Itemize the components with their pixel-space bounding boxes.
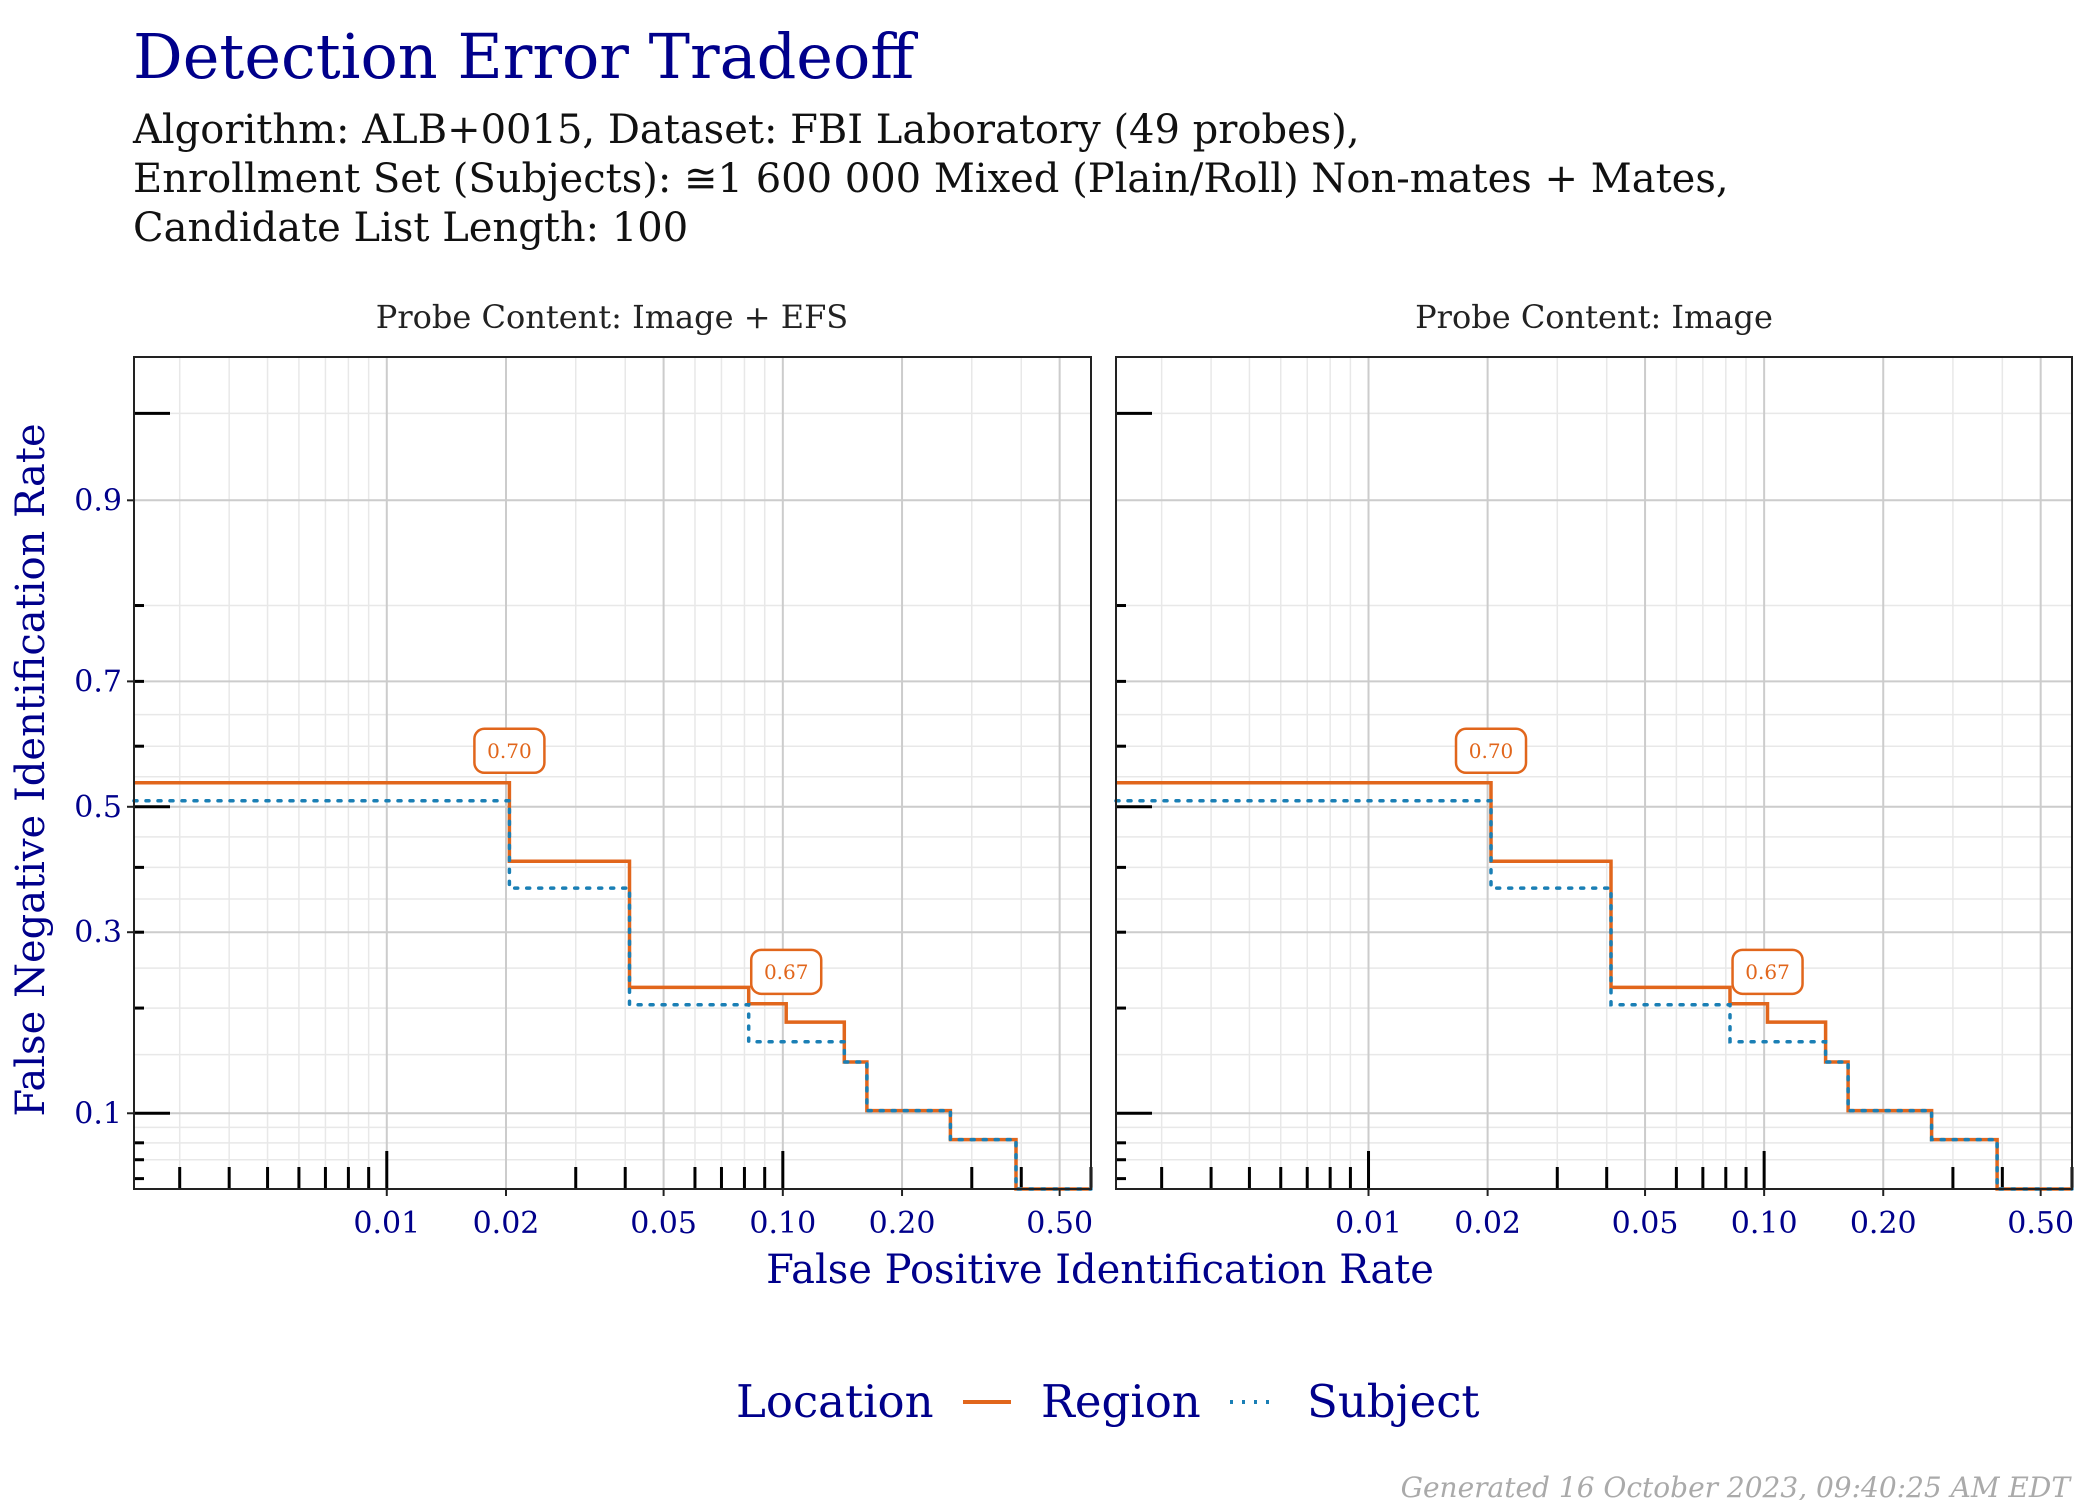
y-tick-label: 0.1 [74,1096,122,1131]
annotation-box [1454,727,1528,775]
subtitle-line-2: Enrollment Set (Subjects): ≅1 600 000 Mi… [133,156,1729,202]
legend-title: Location [736,1375,934,1428]
series-subject-line [132,799,1093,1191]
panel-image: Probe Content: Image 0.70 0.67 0.01 0.02 0.05… [1114,298,2074,1241]
x-tick-label: 0.50 [1026,1206,1093,1241]
annotation-box [749,948,823,996]
panel-image-efs: Probe Content: Image + EFS 0.70 0.67 0.01 0.… [74,298,1093,1241]
legend-region-label: Region [1041,1375,1201,1428]
annotation-box [1731,948,1804,996]
panel-title: Probe Content: Image [1415,298,1773,336]
annotation-label: 0.67 [1745,960,1790,984]
x-tick-label: 0.05 [630,1206,697,1241]
y-axis-label: False Negative Identification Rate [8,423,54,1116]
series-subject-line [1114,799,2074,1191]
legend: Location Region Subject [736,1375,1480,1428]
x-tick-label: 0.20 [869,1206,936,1241]
x-tick-label: 0.01 [353,1206,420,1241]
legend-subject-label: Subject [1307,1375,1480,1428]
panel-frame [1115,356,2073,1190]
panel-frame [133,356,1092,1190]
subtitle-line-1: Algorithm: ALB+0015, Dataset: FBI Labora… [132,107,1360,153]
chart-title: Detection Error Tradeoff [133,20,918,93]
subtitle-line-3: Candidate List Length: 100 [133,205,688,251]
annotation-box [473,727,546,775]
y-tick-label: 0.7 [74,664,122,699]
x-tick-label: 0.50 [2007,1206,2074,1241]
y-tick-label: 0.5 [74,790,122,825]
annotation-label: 0.70 [487,739,532,763]
x-tick-label: 0.05 [1612,1206,1679,1241]
annotation-label: 0.70 [1469,739,1514,763]
x-tick-label: 0.10 [749,1206,816,1241]
x-axis-label: False Positive Identification Rate [766,1247,1434,1293]
panel-title: Probe Content: Image + EFS [376,298,848,336]
y-tick-label: 0.9 [74,483,122,518]
y-tick-label: 0.3 [74,915,122,950]
generated-footer: Generated 16 October 2023, 09:40:25 AM E… [1401,1471,2073,1500]
x-tick-label: 0.02 [1454,1206,1521,1241]
annotation-label: 0.67 [764,960,809,984]
x-tick-label: 0.10 [1731,1206,1798,1241]
x-tick-label: 0.20 [1850,1206,1917,1241]
x-tick-label: 0.01 [1335,1206,1402,1241]
x-tick-label: 0.02 [473,1206,540,1241]
